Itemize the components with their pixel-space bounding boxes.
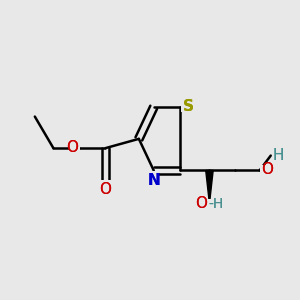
Text: S: S (183, 99, 194, 114)
Text: O: O (261, 162, 273, 177)
Text: O: O (99, 182, 111, 197)
Text: O: O (196, 196, 208, 211)
Bar (148, 171, 159, 181)
Text: O: O (261, 162, 273, 177)
Bar (200, 199, 211, 209)
Text: O: O (196, 196, 208, 211)
Bar (181, 101, 192, 112)
Text: O: O (99, 182, 111, 197)
Text: S: S (183, 99, 194, 114)
Text: O: O (66, 140, 78, 154)
Text: H: H (272, 148, 284, 163)
Text: N: N (147, 173, 160, 188)
Text: -H: -H (208, 197, 224, 211)
Text: O: O (66, 140, 78, 154)
Polygon shape (206, 170, 213, 204)
Text: -H: -H (208, 197, 224, 211)
Bar (100, 180, 111, 190)
Bar (260, 165, 270, 176)
Text: N: N (147, 173, 160, 188)
Text: H: H (272, 148, 284, 163)
Bar (69, 143, 80, 153)
